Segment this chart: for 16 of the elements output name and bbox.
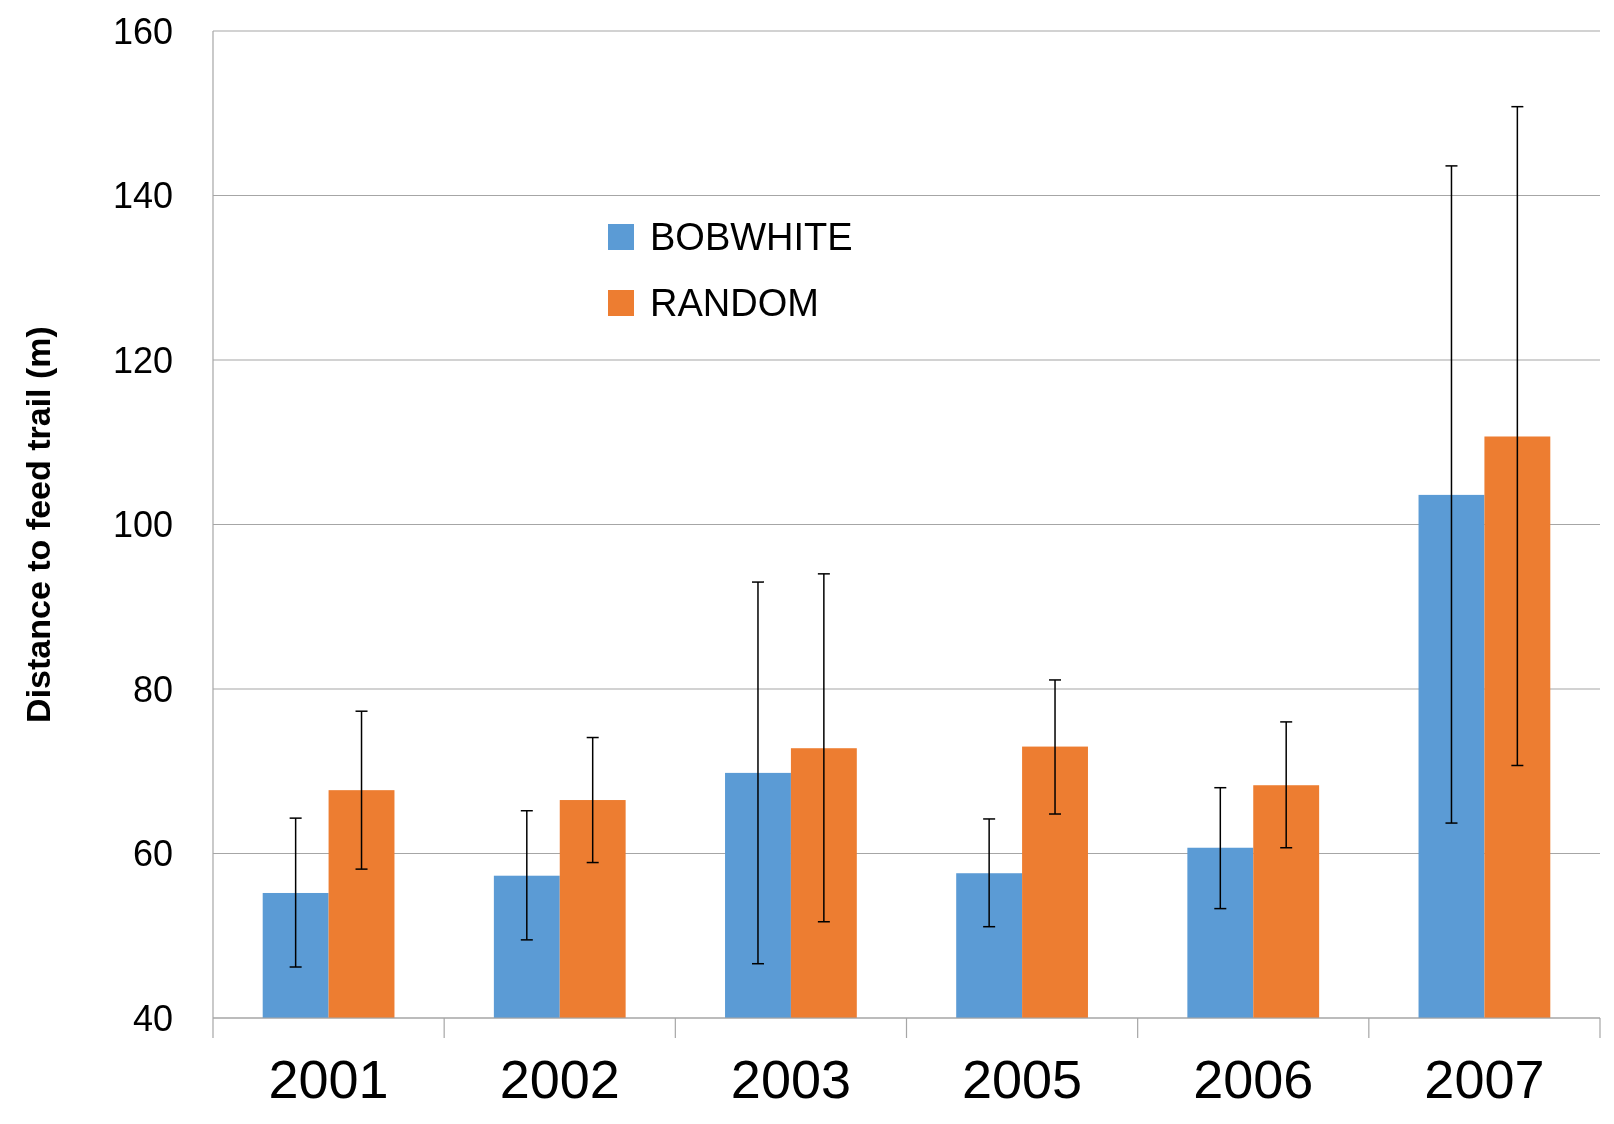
y-tick-label: 160 bbox=[112, 10, 173, 52]
y-tick-label: 40 bbox=[132, 997, 173, 1039]
x-tick-label: 2002 bbox=[499, 1049, 620, 1109]
y-axis-title: Distance to feed trail (m) bbox=[19, 326, 57, 723]
x-tick-label: 2006 bbox=[1193, 1049, 1314, 1109]
y-tick-label: 80 bbox=[132, 668, 173, 710]
legend-label: BOBWHITE bbox=[650, 216, 853, 258]
y-tick-label: 60 bbox=[132, 833, 173, 874]
x-tick-label: 2001 bbox=[268, 1049, 389, 1109]
y-tick-label: 140 bbox=[112, 175, 173, 216]
y-tick-label: 120 bbox=[112, 339, 173, 381]
y-tick-label: 100 bbox=[112, 504, 173, 545]
x-tick-label: 2005 bbox=[962, 1049, 1083, 1109]
x-tick-label: 2003 bbox=[730, 1049, 851, 1109]
legend-label: RANDOM bbox=[650, 282, 819, 324]
x-tick-label: 2007 bbox=[1424, 1049, 1545, 1109]
